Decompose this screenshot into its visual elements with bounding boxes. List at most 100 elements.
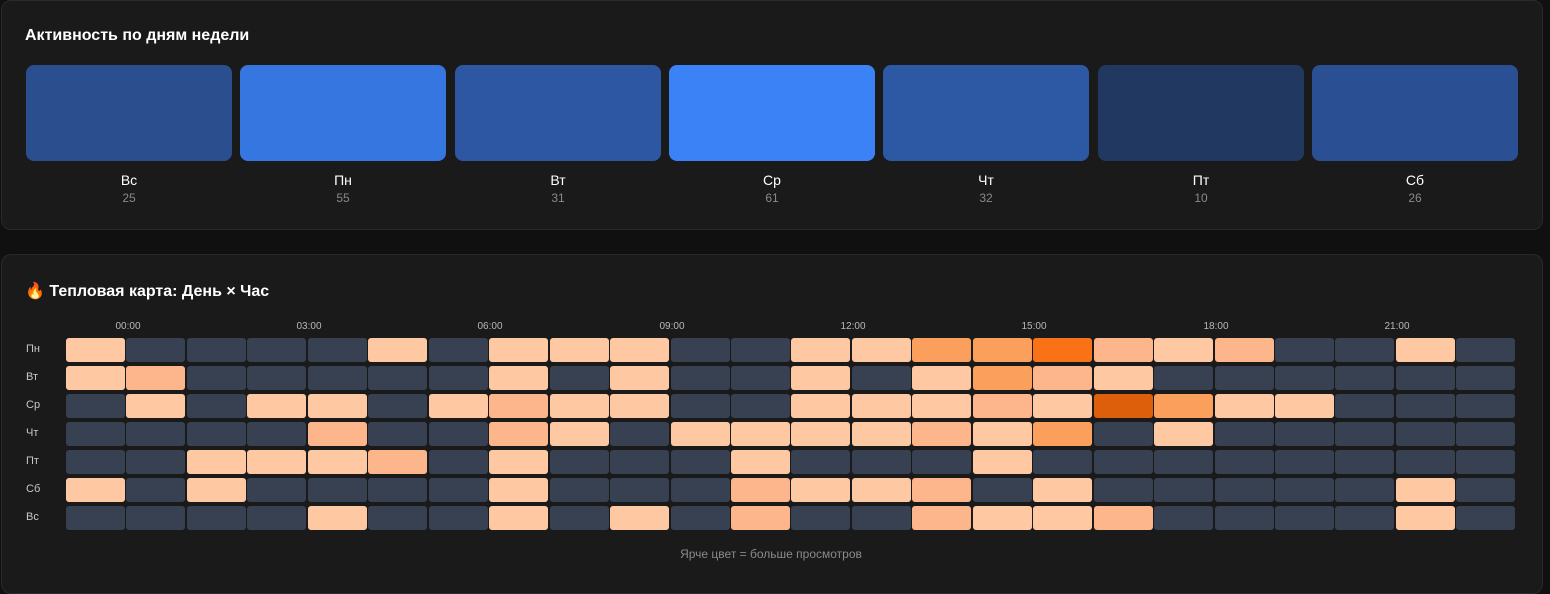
heatmap-cell[interactable] <box>791 450 850 474</box>
heatmap-cell[interactable] <box>1215 422 1274 446</box>
heatmap-cell[interactable] <box>187 366 246 390</box>
heatmap-cell[interactable] <box>1396 450 1455 474</box>
heatmap-cell[interactable] <box>1033 450 1092 474</box>
heatmap-cell[interactable] <box>1154 338 1213 362</box>
heatmap-cell[interactable] <box>368 366 427 390</box>
heatmap-cell[interactable] <box>1033 478 1092 502</box>
heatmap-cell[interactable] <box>1275 422 1334 446</box>
heatmap-cell[interactable] <box>247 422 306 446</box>
heatmap-cell[interactable] <box>912 422 971 446</box>
heatmap-cell[interactable] <box>368 506 427 530</box>
heatmap-cell[interactable] <box>489 366 548 390</box>
heatmap-cell[interactable] <box>308 478 367 502</box>
heatmap-cell[interactable] <box>912 506 971 530</box>
heatmap-cell[interactable] <box>550 506 609 530</box>
heatmap-cell[interactable] <box>429 478 488 502</box>
heatmap-cell[interactable] <box>66 506 125 530</box>
heatmap-cell[interactable] <box>247 450 306 474</box>
heatmap-cell[interactable] <box>126 478 185 502</box>
heatmap-cell[interactable] <box>1094 506 1153 530</box>
heatmap-cell[interactable] <box>1094 478 1153 502</box>
heatmap-cell[interactable] <box>489 450 548 474</box>
heatmap-cell[interactable] <box>126 450 185 474</box>
heatmap-cell[interactable] <box>489 506 548 530</box>
heatmap-cell[interactable] <box>1456 366 1515 390</box>
heatmap-cell[interactable] <box>791 338 850 362</box>
heatmap-cell[interactable] <box>791 422 850 446</box>
heatmap-cell[interactable] <box>247 338 306 362</box>
heatmap-cell[interactable] <box>1396 338 1455 362</box>
heatmap-cell[interactable] <box>791 394 850 418</box>
heatmap-cell[interactable] <box>1154 366 1213 390</box>
heatmap-cell[interactable] <box>1033 338 1092 362</box>
heatmap-cell[interactable] <box>1456 422 1515 446</box>
heatmap-cell[interactable] <box>66 366 125 390</box>
heatmap-cell[interactable] <box>126 366 185 390</box>
heatmap-cell[interactable] <box>66 478 125 502</box>
heatmap-cell[interactable] <box>912 338 971 362</box>
heatmap-cell[interactable] <box>1154 422 1213 446</box>
heatmap-cell[interactable] <box>187 478 246 502</box>
heatmap-cell[interactable] <box>1154 394 1213 418</box>
heatmap-cell[interactable] <box>489 394 548 418</box>
heatmap-cell[interactable] <box>912 394 971 418</box>
heatmap-cell[interactable] <box>610 506 669 530</box>
heatmap-cell[interactable] <box>852 506 911 530</box>
heatmap-cell[interactable] <box>1275 478 1334 502</box>
heatmap-cell[interactable] <box>852 394 911 418</box>
heatmap-cell[interactable] <box>671 394 730 418</box>
heatmap-cell[interactable] <box>731 422 790 446</box>
heatmap-cell[interactable] <box>1094 422 1153 446</box>
heatmap-cell[interactable] <box>1396 506 1455 530</box>
heatmap-cell[interactable] <box>308 450 367 474</box>
heatmap-cell[interactable] <box>1335 366 1394 390</box>
heatmap-cell[interactable] <box>671 366 730 390</box>
heatmap-cell[interactable] <box>66 338 125 362</box>
heatmap-cell[interactable] <box>429 450 488 474</box>
heatmap-cell[interactable] <box>187 422 246 446</box>
heatmap-cell[interactable] <box>731 478 790 502</box>
heatmap-cell[interactable] <box>187 506 246 530</box>
heatmap-cell[interactable] <box>1094 366 1153 390</box>
heatmap-cell[interactable] <box>429 366 488 390</box>
heatmap-cell[interactable] <box>852 366 911 390</box>
heatmap-cell[interactable] <box>429 394 488 418</box>
heatmap-cell[interactable] <box>731 506 790 530</box>
heatmap-cell[interactable] <box>852 450 911 474</box>
heatmap-cell[interactable] <box>671 506 730 530</box>
heatmap-cell[interactable] <box>1335 422 1394 446</box>
heatmap-cell[interactable] <box>1094 450 1153 474</box>
heatmap-cell[interactable] <box>912 366 971 390</box>
heatmap-cell[interactable] <box>550 478 609 502</box>
heatmap-cell[interactable] <box>1456 506 1515 530</box>
heatmap-cell[interactable] <box>66 450 125 474</box>
heatmap-cell[interactable] <box>1275 366 1334 390</box>
heatmap-cell[interactable] <box>852 338 911 362</box>
heatmap-cell[interactable] <box>308 506 367 530</box>
heatmap-cell[interactable] <box>610 422 669 446</box>
heatmap-cell[interactable] <box>791 506 850 530</box>
heatmap-cell[interactable] <box>610 478 669 502</box>
heatmap-cell[interactable] <box>187 338 246 362</box>
heatmap-cell[interactable] <box>1154 478 1213 502</box>
heatmap-cell[interactable] <box>126 394 185 418</box>
heatmap-cell[interactable] <box>368 422 427 446</box>
heatmap-cell[interactable] <box>1335 450 1394 474</box>
heatmap-cell[interactable] <box>368 338 427 362</box>
heatmap-cell[interactable] <box>368 478 427 502</box>
heatmap-cell[interactable] <box>731 366 790 390</box>
heatmap-cell[interactable] <box>66 394 125 418</box>
heatmap-cell[interactable] <box>852 422 911 446</box>
heatmap-cell[interactable] <box>247 394 306 418</box>
heatmap-cell[interactable] <box>1335 338 1394 362</box>
heatmap-cell[interactable] <box>550 394 609 418</box>
heatmap-cell[interactable] <box>1396 366 1455 390</box>
heatmap-cell[interactable] <box>247 506 306 530</box>
heatmap-cell[interactable] <box>610 338 669 362</box>
heatmap-cell[interactable] <box>489 478 548 502</box>
heatmap-cell[interactable] <box>1094 338 1153 362</box>
heatmap-cell[interactable] <box>1335 478 1394 502</box>
heatmap-cell[interactable] <box>126 338 185 362</box>
heatmap-cell[interactable] <box>1033 394 1092 418</box>
heatmap-cell[interactable] <box>791 366 850 390</box>
